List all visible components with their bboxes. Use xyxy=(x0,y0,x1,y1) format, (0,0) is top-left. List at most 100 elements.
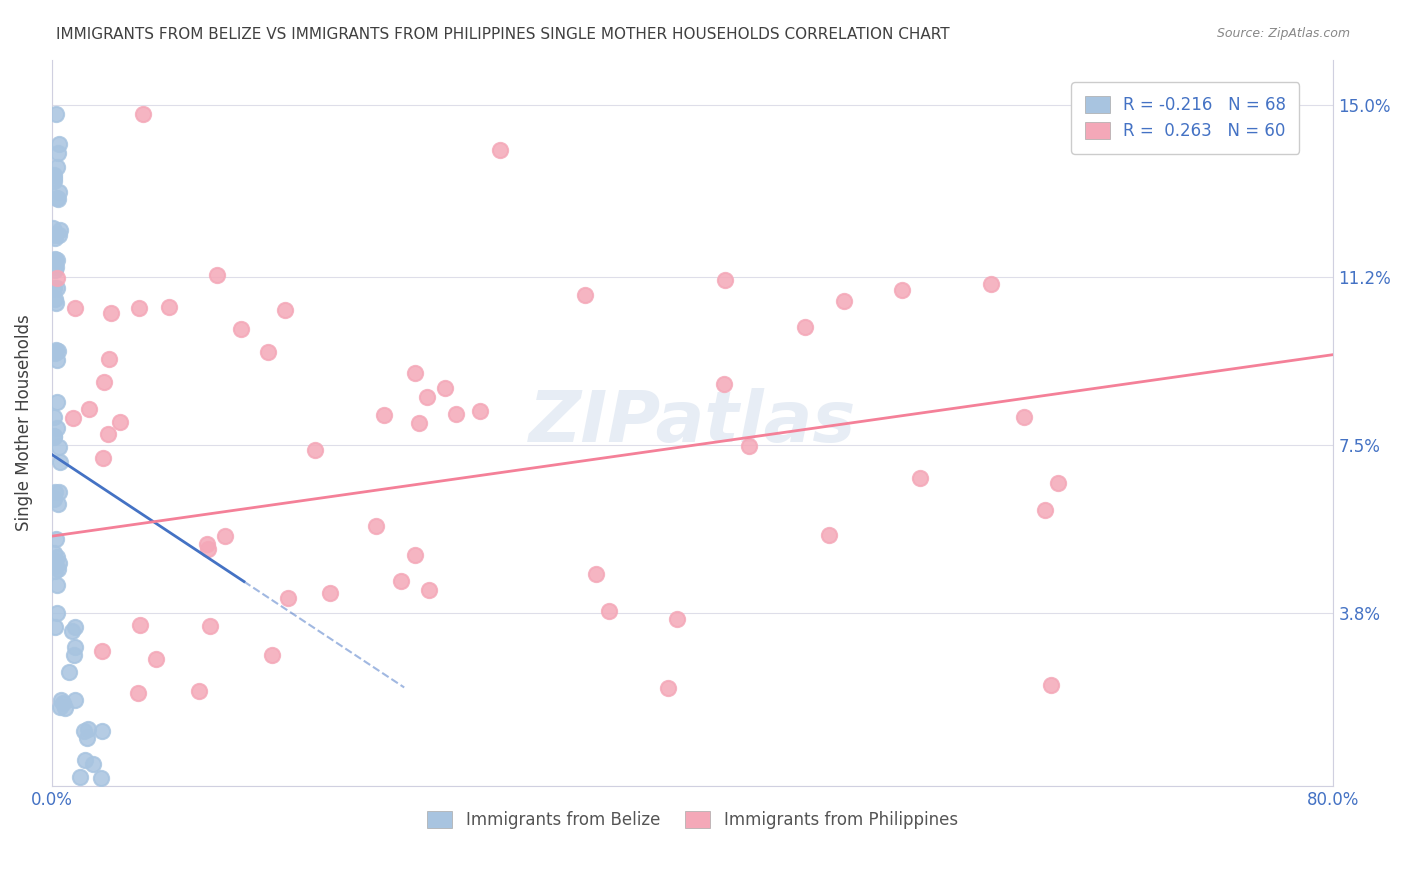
Point xyxy=(65,620,87,634)
Point xyxy=(63,648,86,662)
Point xyxy=(145,651,167,665)
Point xyxy=(53,701,76,715)
Point xyxy=(42,554,65,568)
Point xyxy=(44,346,66,360)
Point xyxy=(666,612,689,626)
Point xyxy=(1014,409,1036,424)
Point xyxy=(73,723,96,738)
Point xyxy=(256,345,278,359)
Point xyxy=(416,390,439,404)
Point xyxy=(44,559,66,574)
Point xyxy=(713,376,735,391)
Point xyxy=(46,281,69,295)
Point xyxy=(77,722,100,736)
Point xyxy=(46,421,69,435)
Point xyxy=(77,401,100,416)
Point xyxy=(60,624,83,638)
Point xyxy=(91,644,114,658)
Text: ZIPatlas: ZIPatlas xyxy=(529,388,856,458)
Point xyxy=(46,192,69,206)
Point xyxy=(58,665,80,680)
Point xyxy=(44,619,66,633)
Point xyxy=(46,497,69,511)
Point xyxy=(389,574,412,588)
Point xyxy=(404,366,426,380)
Point xyxy=(42,430,65,444)
Point xyxy=(832,293,855,308)
Point xyxy=(44,228,66,243)
Point xyxy=(44,564,66,578)
Point xyxy=(97,351,120,366)
Point xyxy=(48,343,70,358)
Point xyxy=(364,518,387,533)
Point xyxy=(42,491,65,506)
Point xyxy=(980,277,1002,291)
Point xyxy=(574,287,596,301)
Point xyxy=(908,471,931,485)
Point xyxy=(198,618,221,632)
Point xyxy=(91,451,114,466)
Point xyxy=(187,684,209,698)
Point xyxy=(45,606,67,620)
Point xyxy=(197,541,219,556)
Point xyxy=(42,174,65,188)
Point xyxy=(444,407,467,421)
Point xyxy=(157,300,180,314)
Point xyxy=(45,532,67,546)
Point xyxy=(44,263,66,277)
Point xyxy=(585,566,607,581)
Point xyxy=(46,394,69,409)
Point xyxy=(434,381,457,395)
Point xyxy=(48,185,70,199)
Point xyxy=(127,686,149,700)
Point xyxy=(373,408,395,422)
Point xyxy=(46,190,69,204)
Point xyxy=(45,252,67,267)
Point xyxy=(48,223,70,237)
Point xyxy=(713,272,735,286)
Point xyxy=(44,252,66,266)
Point xyxy=(45,550,67,565)
Point xyxy=(42,409,65,424)
Point xyxy=(45,343,67,357)
Point xyxy=(48,455,70,469)
Point xyxy=(108,415,131,429)
Point xyxy=(45,352,67,367)
Point xyxy=(1046,475,1069,490)
Point xyxy=(48,136,70,151)
Text: Source: ZipAtlas.com: Source: ZipAtlas.com xyxy=(1216,27,1350,40)
Point xyxy=(408,416,430,430)
Point xyxy=(63,640,86,654)
Text: IMMIGRANTS FROM BELIZE VS IMMIGRANTS FROM PHILIPPINES SINGLE MOTHER HOUSEHOLDS C: IMMIGRANTS FROM BELIZE VS IMMIGRANTS FRO… xyxy=(56,27,950,42)
Point xyxy=(76,731,98,746)
Point xyxy=(598,604,620,618)
Point xyxy=(818,528,841,542)
Point xyxy=(46,145,69,160)
Point xyxy=(73,753,96,767)
Point xyxy=(214,529,236,543)
Point xyxy=(195,537,218,551)
Point xyxy=(44,252,66,267)
Point xyxy=(207,268,229,283)
Point xyxy=(418,582,440,597)
Point xyxy=(90,771,112,785)
Point xyxy=(44,429,66,443)
Point xyxy=(45,578,67,592)
Point xyxy=(1033,503,1056,517)
Point xyxy=(48,227,70,242)
Point xyxy=(51,693,73,707)
Point xyxy=(63,301,86,315)
Point xyxy=(489,144,512,158)
Point xyxy=(46,562,69,576)
Point xyxy=(52,696,75,710)
Point xyxy=(1039,677,1062,691)
Point xyxy=(48,440,70,454)
Point xyxy=(62,411,84,425)
Point xyxy=(128,301,150,316)
Point xyxy=(48,556,70,570)
Point xyxy=(45,296,67,310)
Point xyxy=(49,699,72,714)
Point xyxy=(82,757,104,772)
Legend: Immigrants from Belize, Immigrants from Philippines: Immigrants from Belize, Immigrants from … xyxy=(420,804,965,836)
Point xyxy=(738,439,761,453)
